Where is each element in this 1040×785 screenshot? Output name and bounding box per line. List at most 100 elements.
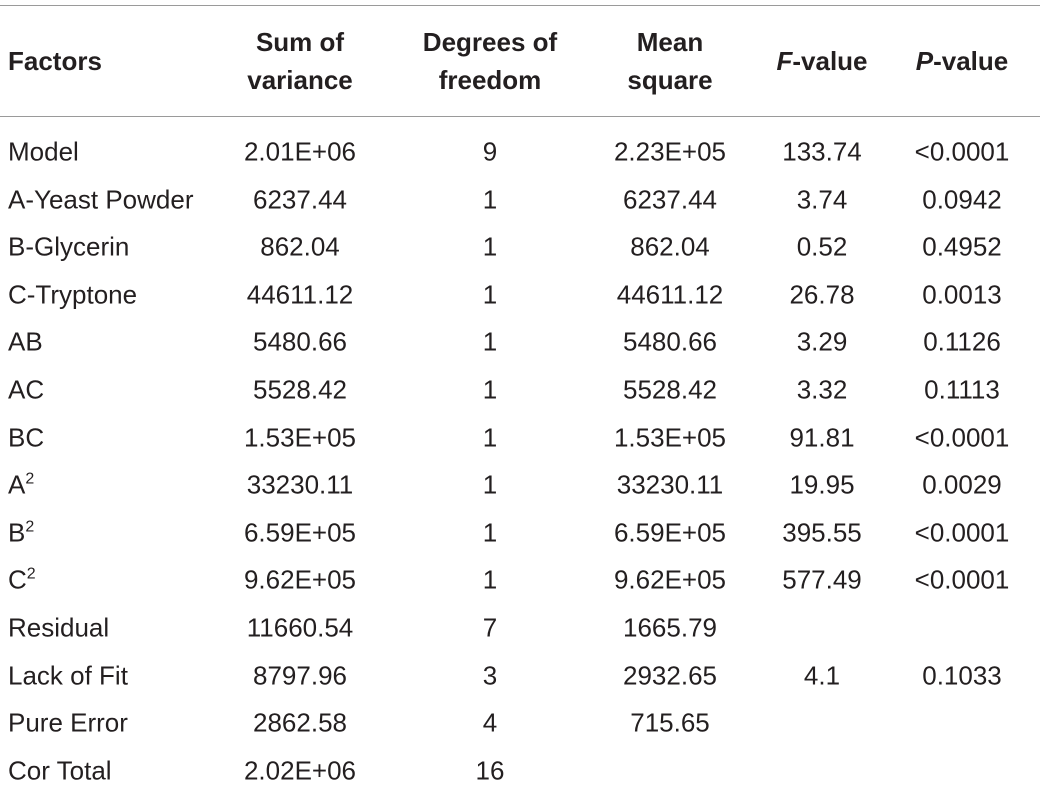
cell-text: 1 bbox=[482, 374, 498, 405]
table-cell: 1 bbox=[483, 375, 497, 406]
cell-text: 1 bbox=[482, 422, 498, 453]
cell-text: Model bbox=[8, 136, 79, 167]
table-cell: 1 bbox=[483, 327, 497, 358]
cell-line: variance bbox=[247, 65, 353, 95]
row-label: C2 bbox=[8, 565, 36, 596]
cell-text: -value bbox=[933, 46, 1009, 76]
cell-text: 2862.58 bbox=[253, 707, 347, 738]
cell-text: 1 bbox=[482, 517, 498, 548]
header-cell: Factors bbox=[8, 42, 102, 80]
table-cell: 5480.66 bbox=[253, 327, 347, 358]
cell-text: 8797.96 bbox=[253, 660, 347, 691]
table-cell: 2.01E+06 bbox=[244, 137, 356, 168]
table-cell: 26.78 bbox=[789, 279, 854, 310]
cell-text: 1.53E+05 bbox=[613, 422, 727, 453]
cell-text: C bbox=[8, 564, 27, 595]
table-cell: 0.0942 bbox=[922, 184, 1002, 215]
cell-text: 0.52 bbox=[796, 231, 848, 262]
cell-text: 715.65 bbox=[630, 707, 710, 738]
row-label: A2 bbox=[8, 470, 34, 501]
table-cell: 2.02E+06 bbox=[244, 755, 356, 785]
table-cell: <0.0001 bbox=[915, 422, 1010, 453]
cell-text: <0.0001 bbox=[914, 517, 1010, 548]
row-label: B-Glycerin bbox=[8, 232, 129, 263]
cell-text: 577.49 bbox=[782, 564, 862, 595]
cell-text: 9.62E+05 bbox=[243, 564, 357, 595]
cell-text: 0.1113 bbox=[924, 374, 1000, 405]
cell-text: Residual bbox=[8, 612, 110, 643]
cell-text: 6.59E+05 bbox=[613, 517, 727, 548]
cell-text: 2.23E+05 bbox=[613, 136, 727, 167]
table-cell: 1 bbox=[483, 565, 497, 596]
row-label: Lack of Fit bbox=[8, 660, 128, 691]
cell-text: 133.74 bbox=[782, 136, 862, 167]
table-cell: 6237.44 bbox=[623, 184, 717, 215]
cell-text: 0.0029 bbox=[922, 469, 1002, 500]
cell-text: 3.74 bbox=[796, 184, 848, 215]
cell-text: 5480.66 bbox=[623, 326, 717, 357]
cell-text: 9.62E+05 bbox=[613, 564, 727, 595]
table-cell: 91.81 bbox=[789, 422, 854, 453]
cell-text: 1665.79 bbox=[623, 612, 717, 643]
cell-text: 9 bbox=[482, 136, 498, 167]
table-cell: 1.53E+05 bbox=[244, 422, 356, 453]
table-cell: <0.0001 bbox=[915, 565, 1010, 596]
cell-superscript: 2 bbox=[26, 565, 36, 583]
table-cell: 9 bbox=[483, 137, 497, 168]
row-label: Model bbox=[8, 137, 79, 168]
table-cell: 1 bbox=[483, 279, 497, 310]
cell-line: square bbox=[627, 65, 713, 95]
cell-text: 7 bbox=[482, 612, 498, 643]
cell-text: 3.29 bbox=[796, 326, 848, 357]
table-cell: 3.74 bbox=[797, 184, 848, 215]
table-cell: 3 bbox=[483, 660, 497, 691]
table-cell: 715.65 bbox=[630, 708, 710, 739]
cell-text: 1 bbox=[482, 231, 498, 262]
table-cell: 4.1 bbox=[804, 660, 840, 691]
table-cell: 0.1126 bbox=[923, 327, 1001, 358]
cell-line: freedom bbox=[438, 65, 542, 95]
row-label: Residual bbox=[8, 613, 109, 644]
table-cell: <0.0001 bbox=[915, 517, 1010, 548]
table-cell: 5528.42 bbox=[253, 375, 347, 406]
cell-text: 33230.11 bbox=[246, 469, 354, 500]
cell-text: Pure Error bbox=[8, 707, 128, 738]
table-cell: 19.95 bbox=[789, 470, 854, 501]
row-label: AC bbox=[8, 375, 44, 406]
cell-text: 91.81 bbox=[789, 422, 855, 453]
table-cell: 5480.66 bbox=[623, 327, 717, 358]
top-rule bbox=[0, 5, 1040, 6]
table-cell: 44611.12 bbox=[247, 279, 354, 310]
cell-text: AB bbox=[8, 326, 43, 357]
cell-text: 4.1 bbox=[803, 660, 841, 691]
table-cell: 1 bbox=[483, 517, 497, 548]
cell-text: BC bbox=[8, 422, 45, 453]
table-cell: 7 bbox=[483, 613, 497, 644]
cell-text: 6.59E+05 bbox=[243, 517, 357, 548]
row-label: C-Tryptone bbox=[8, 279, 137, 310]
table-cell: 2.23E+05 bbox=[614, 137, 726, 168]
cell-text: 5528.42 bbox=[253, 374, 347, 405]
cell-text: 19.95 bbox=[789, 469, 855, 500]
table-cell: 0.1113 bbox=[924, 375, 1000, 406]
cell-text: 3.32 bbox=[796, 374, 848, 405]
cell-text: 4 bbox=[482, 707, 498, 738]
cell-text: 44611.12 bbox=[616, 279, 724, 310]
table-cell: 395.55 bbox=[782, 517, 862, 548]
cell-text: 5480.66 bbox=[253, 326, 347, 357]
cell-text: <0.0001 bbox=[914, 564, 1010, 595]
table-cell: 577.49 bbox=[782, 565, 862, 596]
cell-text: Factors bbox=[8, 46, 102, 76]
row-label: BC bbox=[8, 422, 44, 453]
table-cell: 16 bbox=[476, 755, 505, 785]
table-cell: 0.52 bbox=[797, 232, 848, 263]
table-cell: 3.32 bbox=[797, 375, 848, 406]
cell-text: Cor Total bbox=[8, 755, 112, 785]
table-cell: 3.29 bbox=[797, 327, 848, 358]
cell-text: 0.0942 bbox=[922, 184, 1002, 215]
cell-text: 1 bbox=[482, 326, 498, 357]
header-cell: Mean square bbox=[627, 23, 712, 99]
table-cell: 2932.65 bbox=[623, 660, 717, 691]
table-cell: 1 bbox=[483, 422, 497, 453]
cell-text: B bbox=[8, 517, 26, 548]
